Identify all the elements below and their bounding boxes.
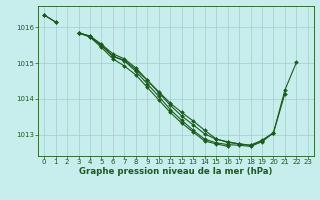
X-axis label: Graphe pression niveau de la mer (hPa): Graphe pression niveau de la mer (hPa) bbox=[79, 167, 273, 176]
